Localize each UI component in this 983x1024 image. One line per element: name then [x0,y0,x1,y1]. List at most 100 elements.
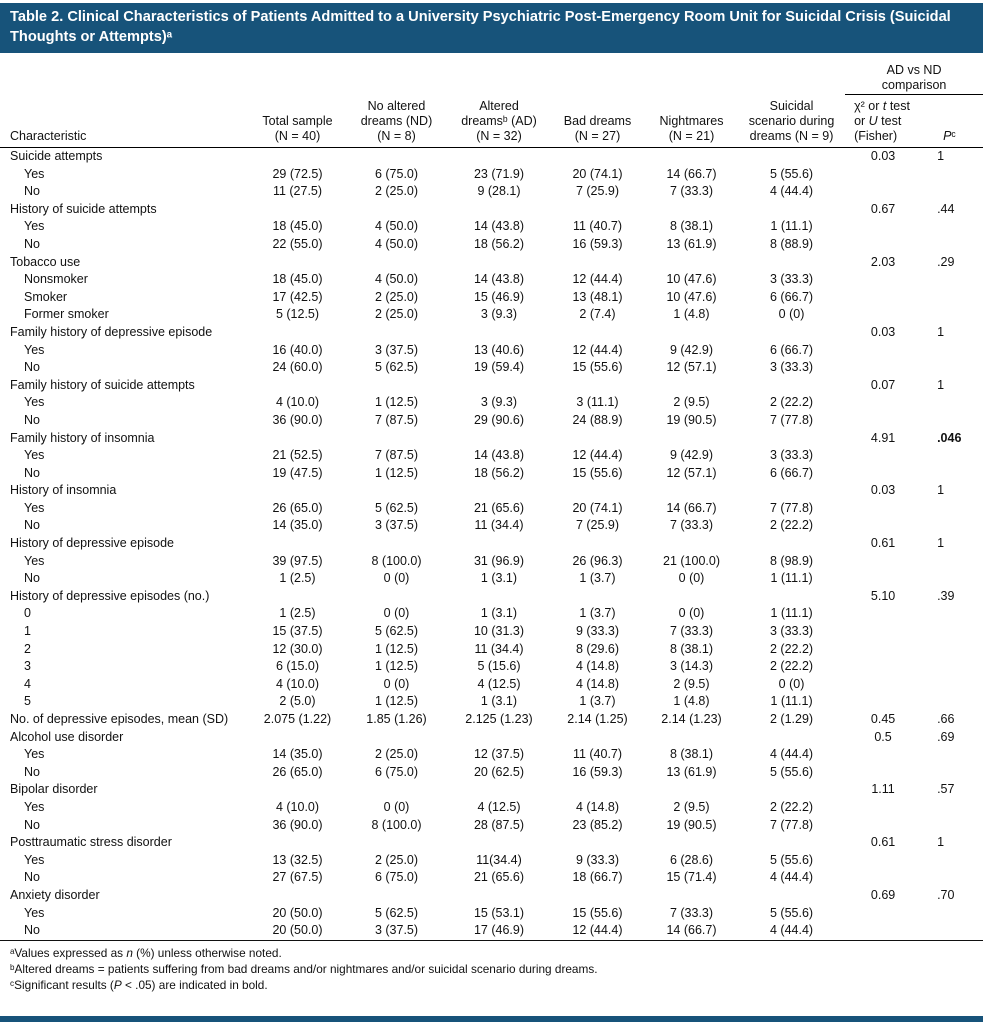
value-cell: 8 (100.0) [371,817,422,832]
value-cell: 27 (67.5) [272,870,323,885]
value-cell: 19 (47.5) [272,465,323,480]
table-subrow: Yes 20 (50.0) 5 (62.5) 15 (53.1) 15 (55.6) 7 … [0,905,983,923]
table-subrow: Yes 21 (52.5) 7 (87.5) 14 (43.8) 12 (44.4) 9 … [0,447,983,465]
row-label: No [24,412,40,427]
table-category-row: Bipolar disorder 1.11 .57 [0,781,983,799]
column-header-statistic: χ² or t test or U test (Fisher) [845,94,922,148]
value-cell: 21 (65.6) [473,500,525,515]
value-cell: 4 (10.0) [275,799,320,814]
italic-text: n [126,945,133,960]
p-value-cell [921,799,983,817]
table-subrow: 2 12 (30.0) 1 (12.5) 11 (34.4) 8 (29.6) 8 (38… [0,641,983,659]
value-cell: 0 (0) [778,307,805,322]
value-cell [645,324,738,342]
statistic-cell: 2.03 [870,254,896,269]
value-cell: 20 (50.0) [272,905,323,920]
value-cell: 20 (62.5) [473,764,525,779]
table-subrow: 3 6 (15.0) 1 (12.5) 5 (15.6) 4 (14.8) 3 (14.3… [0,658,983,676]
value-cell: 12 (44.4) [572,342,623,357]
value-cell: 3 (14.3) [669,659,714,674]
table-category-row: Alcohol use disorder 0.5 .69 [0,729,983,747]
value-cell: 4 (10.0) [275,395,320,410]
row-label: Suicide attempts [10,149,103,163]
statistic-cell: 4.91 [870,430,896,445]
value-cell: 16 (40.0) [272,342,323,357]
value-cell: 8 (98.9) [769,553,814,568]
table-subrow: No 1 (2.5) 0 (0) 1 (3.1) 1 (3.7) 0 (0) 1 (11.1… [0,570,983,588]
p-value-cell [921,465,983,483]
p-value-cell [921,641,983,659]
text: (Fisher) [854,129,898,143]
value-cell: 4 (14.8) [575,659,620,674]
p-value-cell [921,517,983,535]
value-cell [345,430,448,448]
comparison-header-spacer [0,59,845,95]
value-cell [550,148,645,166]
value-cell: 6 (66.7) [769,289,814,304]
value-cell [645,482,738,500]
value-cell [250,482,345,500]
table-subrow: Former smoker 5 (12.5) 2 (25.0) 3 (9.3) 2 (7… [0,306,983,324]
statistic-cell [845,746,921,764]
value-cell: 18 (45.0) [272,219,323,234]
value-cell: 6 (28.6) [669,852,714,867]
column-header-line: scenario during [748,114,835,128]
value-cell: 10 (47.6) [666,272,717,287]
row-label: Nonsmoker [24,272,88,287]
value-cell [550,324,645,342]
value-cell [250,148,345,166]
p-value-cell [921,676,983,694]
statistic-cell [845,693,921,711]
table-subrow: 4 4 (10.0) 0 (0) 4 (12.5) 4 (14.8) 2 (9.5) 0 (… [0,676,983,694]
table-category-row: History of depressive episode 0.61 1 [0,535,983,553]
statistic-cell [845,922,922,941]
p-value-cell [921,236,983,254]
table-subrow: No 27 (67.5) 6 (75.0) 21 (65.6) 18 (66.7) 15 … [0,869,983,887]
column-header-characteristic: Characteristic [0,94,250,148]
p-value-cell: 1 [937,536,945,551]
column-header-line: (N = 21) [668,129,715,143]
value-cell: 10 (47.6) [666,289,717,304]
statistic-cell: 0.61 [870,536,896,551]
value-cell: 13 (61.9) [666,236,717,251]
statistic-cell [845,218,921,236]
value-cell [550,201,645,219]
value-cell: 1 (3.1) [480,694,518,709]
p-value-cell: .69 [937,729,955,744]
value-cell: 39 (97.5) [272,553,323,568]
value-cell: 1 (3.1) [480,571,518,586]
value-cell: 4 (50.0) [374,272,419,287]
value-cell [250,324,345,342]
p-value-cell [921,166,983,184]
row-label: Anxiety disorder [10,887,100,902]
statistic-cell [845,359,921,377]
value-cell: 7 (33.3) [669,624,714,639]
value-cell: 5 (62.5) [374,905,419,920]
value-cell [345,324,448,342]
value-cell: 4 (50.0) [374,219,419,234]
value-cell: 14 (43.8) [473,448,525,463]
p-value-cell [921,412,983,430]
row-label: Family history of depressive episode [10,324,213,339]
row-label: Yes [24,342,45,357]
value-cell: 14 (43.8) [473,219,525,234]
value-cell: 14 (66.7) [666,166,717,181]
value-cell: 2 (7.4) [579,307,616,322]
row-label: Tobacco use [10,254,81,269]
value-cell [448,254,550,272]
value-cell [250,834,345,852]
value-cell [250,430,345,448]
value-cell: 11 (40.7) [572,747,623,762]
statistic-cell [845,641,921,659]
row-label: 0 [24,606,31,621]
row-label: Yes [24,448,45,463]
value-cell: 1 (11.1) [770,219,813,234]
text: ᵇAltered dreams = patients suffering fro… [10,961,598,976]
statistic-cell [845,342,921,360]
statistic-cell [845,764,921,782]
p-value-cell: 1 [937,483,945,498]
value-cell [645,148,738,166]
statistic-cell [845,869,921,887]
value-cell [448,729,550,747]
table-category-row: No. of depressive episodes, mean (SD) 2.0… [0,711,983,729]
